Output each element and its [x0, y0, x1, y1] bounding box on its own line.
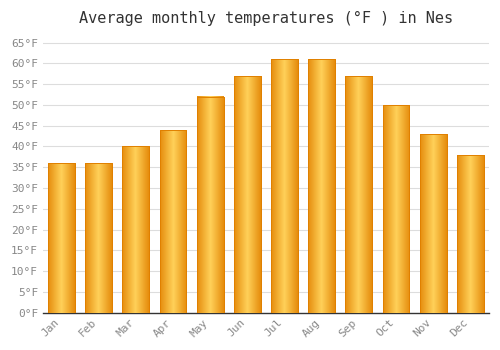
Bar	[346, 76, 372, 313]
Bar	[160, 130, 186, 313]
Bar	[457, 155, 483, 313]
Bar	[160, 130, 186, 313]
Bar	[382, 105, 409, 313]
Bar	[271, 59, 298, 313]
Bar	[457, 155, 483, 313]
Bar	[48, 163, 75, 313]
Bar	[308, 59, 335, 313]
Title: Average monthly temperatures (°F ) in Nes: Average monthly temperatures (°F ) in Ne…	[79, 11, 453, 26]
Bar	[197, 97, 224, 313]
Bar	[420, 134, 446, 313]
Bar	[234, 76, 260, 313]
Bar	[197, 97, 224, 313]
Bar	[86, 163, 112, 313]
Bar	[346, 76, 372, 313]
Bar	[308, 59, 335, 313]
Bar	[122, 146, 149, 313]
Bar	[48, 163, 75, 313]
Bar	[420, 134, 446, 313]
Bar	[234, 76, 260, 313]
Bar	[86, 163, 112, 313]
Bar	[382, 105, 409, 313]
Bar	[271, 59, 298, 313]
Bar	[122, 146, 149, 313]
